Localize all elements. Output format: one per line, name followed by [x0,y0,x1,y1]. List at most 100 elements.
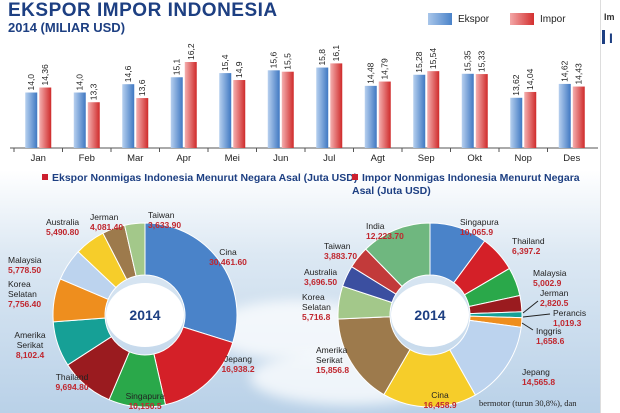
page-subtitle: 2014 (MILIAR USD) [8,20,126,35]
legend-swatch-import [510,13,534,25]
donut-slice [365,222,431,288]
x-tick-label: Apr [176,153,191,164]
bar-import [281,71,294,148]
leader-line [522,300,539,314]
x-tick-label: Jan [31,153,46,164]
bar-value-label: 14,36 [40,64,50,86]
donut-hole [106,283,184,347]
bar-value-label: 15,4 [220,54,230,71]
bar-value-label: 13,62 [511,74,521,96]
donut-center-label: 2014 [414,307,445,323]
bar-import [330,63,343,148]
slice-value-label: 1,658.6 [536,336,565,346]
bar-value-label: 14,79 [380,58,390,80]
bar-import [524,91,537,148]
bar-import [572,86,585,148]
slice-name-label: Cina [431,390,449,400]
slice-value-label: 5,778.50 [8,265,41,275]
bar-export [170,77,183,148]
slice-name-label: Korea [8,279,31,289]
bar-value-label: 15,35 [463,50,473,72]
slice-value-label: 12,223.70 [366,231,404,241]
bar-import [184,62,197,148]
bar-value-label: 15,54 [428,48,438,70]
bar-value-label: 14,0 [26,74,36,91]
bar-value-label: 15,28 [414,51,424,73]
x-tick-label: Jun [273,153,288,164]
slice-value-label: 8,102.4 [16,350,45,360]
side-column-text: Im [604,12,615,22]
slice-value-label: 15,856.8 [316,365,349,375]
bar-export [510,97,523,148]
slice-name-label: India [366,221,385,231]
bar-export [219,73,232,148]
slice-value-label: 3,696.50 [304,277,337,287]
slice-value-label: 3,883.70 [324,251,357,261]
bar-export [25,92,38,148]
x-tick-label: Agt [371,153,386,164]
slice-name-label: Serikat [316,355,343,365]
bar-value-label: 13,6 [137,79,147,96]
slice-name-label: Serikat [17,340,44,350]
slice-name-label: Jepang [224,354,252,364]
x-tick-label: Feb [79,153,95,164]
slice-value-label: 16,458.9 [423,400,456,410]
x-tick-label: Okt [467,153,482,164]
slice-value-label: 5,490.80 [46,227,79,237]
bar-value-label: 14,6 [123,65,133,82]
bar-value-label: 16,2 [186,43,196,60]
slice-value-label: 5,002.9 [533,278,562,288]
slice-name-label: Amerika [316,345,347,355]
slice-value-label: 6,397.2 [512,246,541,256]
slice-name-label: Jerman [90,212,119,222]
page-title: EKSPOR IMPOR INDONESIA [8,0,278,21]
slice-name-label: Singapura [460,217,499,227]
donut-center-label: 2014 [129,307,160,323]
legend-item-import: Impor [510,13,566,25]
bar-import [475,74,488,148]
bar-value-label: 15,8 [317,49,327,66]
bar-value-label: 15,1 [172,58,182,75]
donut-slice [123,222,146,277]
bar-export [364,85,377,148]
bar-export [413,74,426,148]
side-column-accent [602,30,605,44]
side-column-letter: I [609,30,613,46]
import-pie-title: Impor Nonmigas Indonesia Menurut Negara … [352,172,592,198]
bar-value-label: 14,62 [560,60,570,82]
slice-name-label: Malaysia [533,268,567,278]
x-tick-label: Sep [418,153,435,164]
bar-value-label: 16,1 [331,45,341,62]
monthly-bar-chart: 14,0 14,36 Jan 14,0 13,3 Feb 14,6 13,6 Mar 15,1 16… [10,43,598,164]
side-column [600,0,620,413]
bullet-square-icon [352,174,358,180]
legend-swatch-export [428,13,452,25]
slice-value-label: 16,938.2 [221,364,254,374]
slice-name-label: Korea [302,292,325,302]
slice-name-label: Jerman [540,288,569,298]
export-pie-title-text: Ekspor Nonmigas Indonesia Menurut Negara… [52,172,358,184]
donut-hole [391,283,469,347]
bar-value-label: 14,43 [574,63,584,85]
bar-import [427,71,440,148]
slice-value-label: 7,756.40 [8,299,41,309]
bar-export [73,92,86,148]
bullet-square-icon [42,174,48,180]
x-tick-label: Mei [225,153,240,164]
slice-name-label: Selatan [302,302,331,312]
slice-value-label: 30,461.60 [209,257,247,267]
slice-name-label: Australia [304,267,337,277]
bar-value-label: 15,5 [283,53,293,70]
x-tick-label: Des [563,153,580,164]
bar-value-label: 14,04 [525,68,535,90]
legend-item-export: Ekspor [428,13,489,25]
footnote-text: bermotor (turun 30,8%), dan [479,398,577,408]
slice-name-label: Selatan [8,289,37,299]
bar-value-label: 14,48 [366,62,376,84]
donut-slice [144,222,238,344]
slice-value-label: 3,633.90 [148,220,181,230]
bar-value-label: 14,9 [234,61,244,78]
